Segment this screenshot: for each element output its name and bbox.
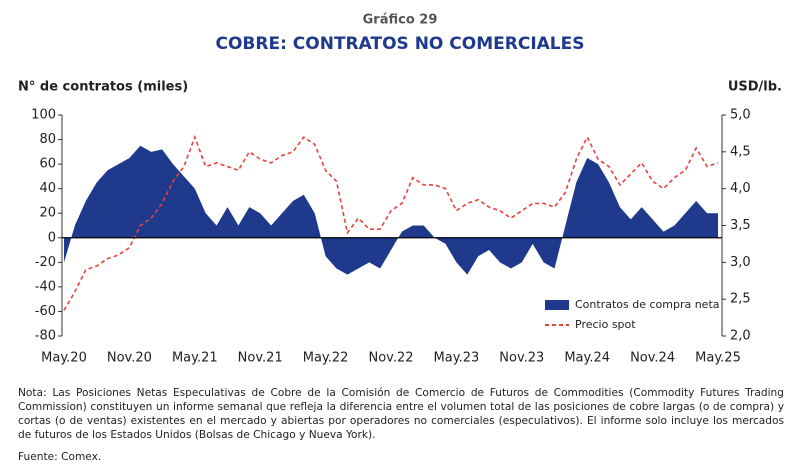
legend-label: Precio spot: [575, 318, 636, 331]
y-tick-label: 60: [39, 157, 56, 172]
y-tick-label: 0: [48, 230, 56, 245]
x-tick-label: May.21: [172, 351, 218, 366]
y-tick-label: -80: [35, 329, 56, 344]
x-tick-label: Nov.21: [238, 351, 283, 366]
x-tick-label: May.23: [434, 351, 480, 366]
y-axis-label: N° de contratos (miles): [18, 80, 188, 95]
x-tick-label: Nov.23: [499, 351, 544, 366]
line: [63, 134, 719, 311]
x-tick-label: May.22: [303, 351, 349, 366]
note: Nota: Las Posiciones Netas Especulativas…: [18, 387, 784, 441]
legend-swatch: [545, 300, 569, 310]
chart-label: Gráfico 29: [363, 13, 438, 28]
x-tick-label: May.24: [564, 351, 610, 366]
y2-axis-label: USD/lb.: [728, 80, 782, 95]
chart: Gráfico 29 COBRE: CONTRATOS NO COMERCIAL…: [18, 13, 782, 366]
legend-label: Contratos de compra neta: [575, 298, 720, 311]
y-tick-label: -60: [35, 304, 56, 319]
y-tick-label: 20: [39, 206, 56, 221]
x-tick-label: Nov.22: [368, 351, 413, 366]
y2-tick-label: 3,0: [730, 255, 751, 270]
y-tick-label: -40: [35, 279, 56, 294]
chart-title: COBRE: CONTRATOS NO COMERCIALES: [216, 34, 585, 54]
area: [64, 145, 718, 275]
y2-tick-label: 2,0: [730, 329, 751, 344]
x-tick-label: Nov.24: [630, 351, 675, 366]
x-tick-label: May.25: [695, 351, 741, 366]
y2-tick-label: 4,5: [730, 144, 751, 159]
y-tick-label: 80: [39, 132, 56, 147]
y2-tick-label: 2,5: [730, 292, 751, 307]
x-tick-label: Nov.20: [107, 351, 152, 366]
x-tick-label: May.20: [41, 351, 87, 366]
y-tick-label: 40: [39, 181, 56, 196]
y2-tick-label: 3,5: [730, 218, 751, 233]
y-tick-label: -20: [35, 255, 56, 270]
y2-tick-label: 5,0: [730, 108, 751, 123]
y-tick-label: 100: [31, 108, 56, 123]
source: Fuente: Comex.: [18, 451, 102, 463]
y2-tick-label: 4,0: [730, 181, 751, 196]
